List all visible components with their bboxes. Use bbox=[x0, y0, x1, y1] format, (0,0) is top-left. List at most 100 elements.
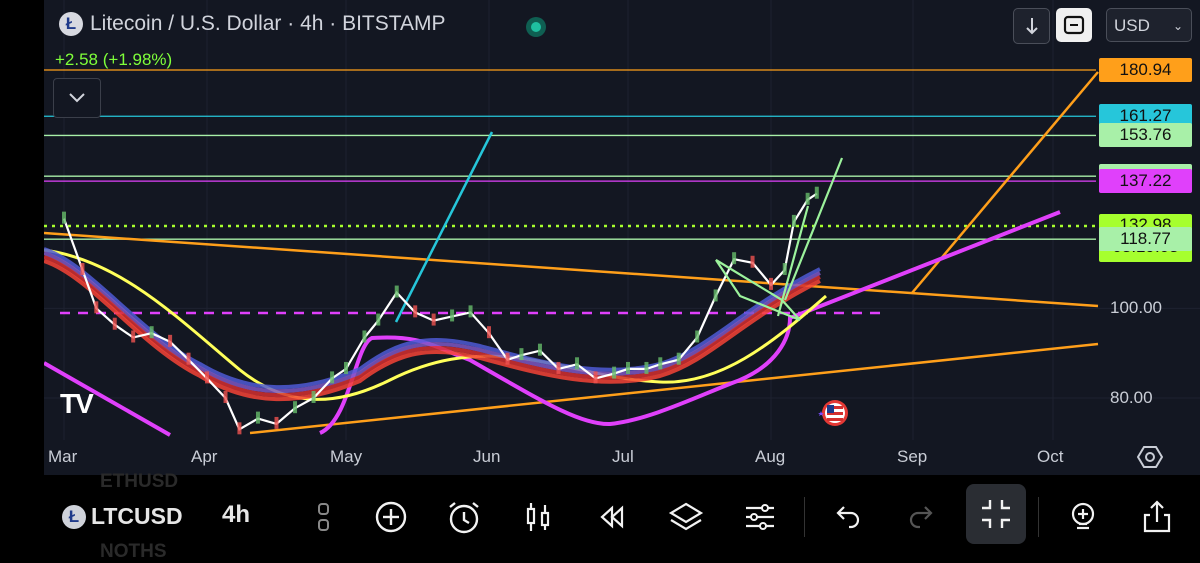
price-candle bbox=[205, 371, 209, 384]
x-tick-label: Sep bbox=[897, 447, 928, 466]
redo-icon bbox=[909, 506, 933, 529]
chart-settings-icon[interactable] bbox=[1137, 445, 1163, 469]
chart-type-button[interactable] bbox=[516, 495, 560, 539]
y-tick-label: 80.00 bbox=[1110, 388, 1153, 407]
price-candle bbox=[814, 186, 819, 199]
x-tick-label: May bbox=[330, 447, 363, 466]
price-chart[interactable] bbox=[44, 0, 1200, 475]
flag-target-leg bbox=[783, 157, 844, 301]
price-candle bbox=[626, 361, 630, 374]
price-candle bbox=[413, 305, 418, 318]
ema-ribbon-line bbox=[44, 259, 821, 402]
price-change: +2.58 (+1.98%) bbox=[55, 50, 173, 69]
drag-handle-icon bbox=[318, 503, 329, 531]
arrow-down-icon bbox=[1025, 18, 1038, 35]
download-button[interactable] bbox=[1013, 8, 1050, 44]
price-candle bbox=[644, 361, 649, 374]
price-candle bbox=[274, 416, 279, 429]
drag-handle-button[interactable] bbox=[302, 495, 346, 539]
chevron-down-icon bbox=[69, 93, 85, 103]
price-candle bbox=[791, 214, 796, 227]
price-candle bbox=[805, 192, 810, 205]
price-candle bbox=[293, 401, 298, 414]
exit-fullscreen-icon bbox=[982, 500, 1010, 528]
ema-ribbon-line bbox=[44, 255, 821, 398]
tradingview-watermark: TV bbox=[60, 388, 94, 419]
price-candle bbox=[94, 301, 99, 314]
price-candle bbox=[487, 326, 491, 339]
collapse-legend-button[interactable] bbox=[53, 78, 101, 118]
toolbar-divider bbox=[804, 497, 805, 537]
ghost-symbol-above: ETHUSD bbox=[100, 471, 179, 492]
price-candle bbox=[593, 371, 598, 384]
x-tick-label: Apr bbox=[191, 447, 218, 466]
x-tick-label: Jul bbox=[612, 447, 634, 466]
orange-channel-upper bbox=[44, 231, 1099, 308]
y-tick-label: 100.00 bbox=[1110, 298, 1162, 318]
timeframe-selector[interactable]: 4h bbox=[222, 501, 251, 528]
price-candle bbox=[255, 411, 260, 424]
cyan-target-leg bbox=[394, 131, 494, 323]
exit-fullscreen-button[interactable] bbox=[966, 484, 1026, 544]
layers-button[interactable] bbox=[664, 495, 708, 539]
price-candle bbox=[223, 391, 228, 403]
chevron-down-icon: ⌄ bbox=[1172, 19, 1183, 33]
price-candle bbox=[468, 305, 473, 318]
chart-area[interactable] bbox=[44, 0, 1200, 475]
price-candle bbox=[450, 309, 455, 322]
price-candle bbox=[556, 361, 561, 374]
market-open-status-icon bbox=[526, 17, 546, 37]
add-indicator-button[interactable] bbox=[369, 495, 413, 539]
price-label: 153.76 bbox=[1099, 123, 1192, 148]
ideas-button[interactable] bbox=[1061, 495, 1105, 539]
chart-title: Litecoin / U.S. Dollar · 4h · BITSTAMP bbox=[90, 12, 446, 35]
price-candle bbox=[431, 313, 436, 326]
price-candle bbox=[782, 263, 787, 276]
settings-button[interactable] bbox=[738, 495, 782, 539]
undo-button[interactable] bbox=[825, 495, 869, 539]
orange-channel-lower bbox=[249, 342, 1099, 435]
bottom-toolbar: ETHUSD NOTHS Ł LTCUSD 4h bbox=[44, 471, 1200, 562]
replay-button[interactable] bbox=[590, 495, 634, 539]
price-candle bbox=[505, 352, 510, 365]
price-candle bbox=[612, 366, 617, 379]
price-candle bbox=[80, 263, 85, 276]
price-candle bbox=[62, 211, 66, 224]
x-tick-label: Oct bbox=[1037, 447, 1064, 466]
alert-button[interactable] bbox=[442, 495, 486, 539]
price-candle bbox=[237, 422, 242, 435]
add-plus-icon bbox=[375, 501, 407, 533]
redo-button[interactable] bbox=[900, 495, 944, 539]
price-candle bbox=[732, 252, 737, 265]
price-candle bbox=[713, 289, 718, 302]
fullscreen-toggle-button[interactable] bbox=[1056, 8, 1092, 42]
symbol-selector[interactable]: LTCUSD bbox=[91, 503, 183, 529]
price-candle bbox=[186, 352, 191, 365]
litecoin-logo-icon: Ł bbox=[62, 505, 86, 529]
x-tick-label: Aug bbox=[755, 447, 786, 466]
price-candle bbox=[575, 357, 580, 370]
share-button[interactable] bbox=[1135, 495, 1179, 539]
price-label: 137.22 bbox=[1099, 169, 1192, 194]
settings-sliders-icon bbox=[746, 504, 774, 530]
layers-icon bbox=[668, 502, 704, 531]
us-flag-event-icon[interactable] bbox=[815, 398, 851, 428]
frame-icon bbox=[1063, 15, 1085, 35]
price-candle bbox=[168, 334, 173, 347]
alarm-clock-icon bbox=[449, 502, 479, 534]
currency-value: USD bbox=[1114, 16, 1150, 35]
ghost-symbol-below: NOTHS bbox=[100, 541, 167, 562]
price-label: 118.77 bbox=[1099, 227, 1192, 252]
price-candle bbox=[750, 255, 755, 268]
price-candle bbox=[362, 330, 367, 343]
undo-icon bbox=[836, 506, 860, 529]
magenta-trend-curve bbox=[44, 210, 1061, 437]
price-candle bbox=[376, 313, 381, 326]
price-candle bbox=[112, 317, 117, 330]
idea-icon bbox=[1071, 502, 1095, 530]
currency-select[interactable]: USD ⌄ bbox=[1106, 8, 1192, 42]
rewind-icon bbox=[600, 505, 624, 529]
price-candle bbox=[676, 352, 681, 365]
price-candle bbox=[330, 371, 335, 384]
price-candle bbox=[658, 357, 663, 370]
